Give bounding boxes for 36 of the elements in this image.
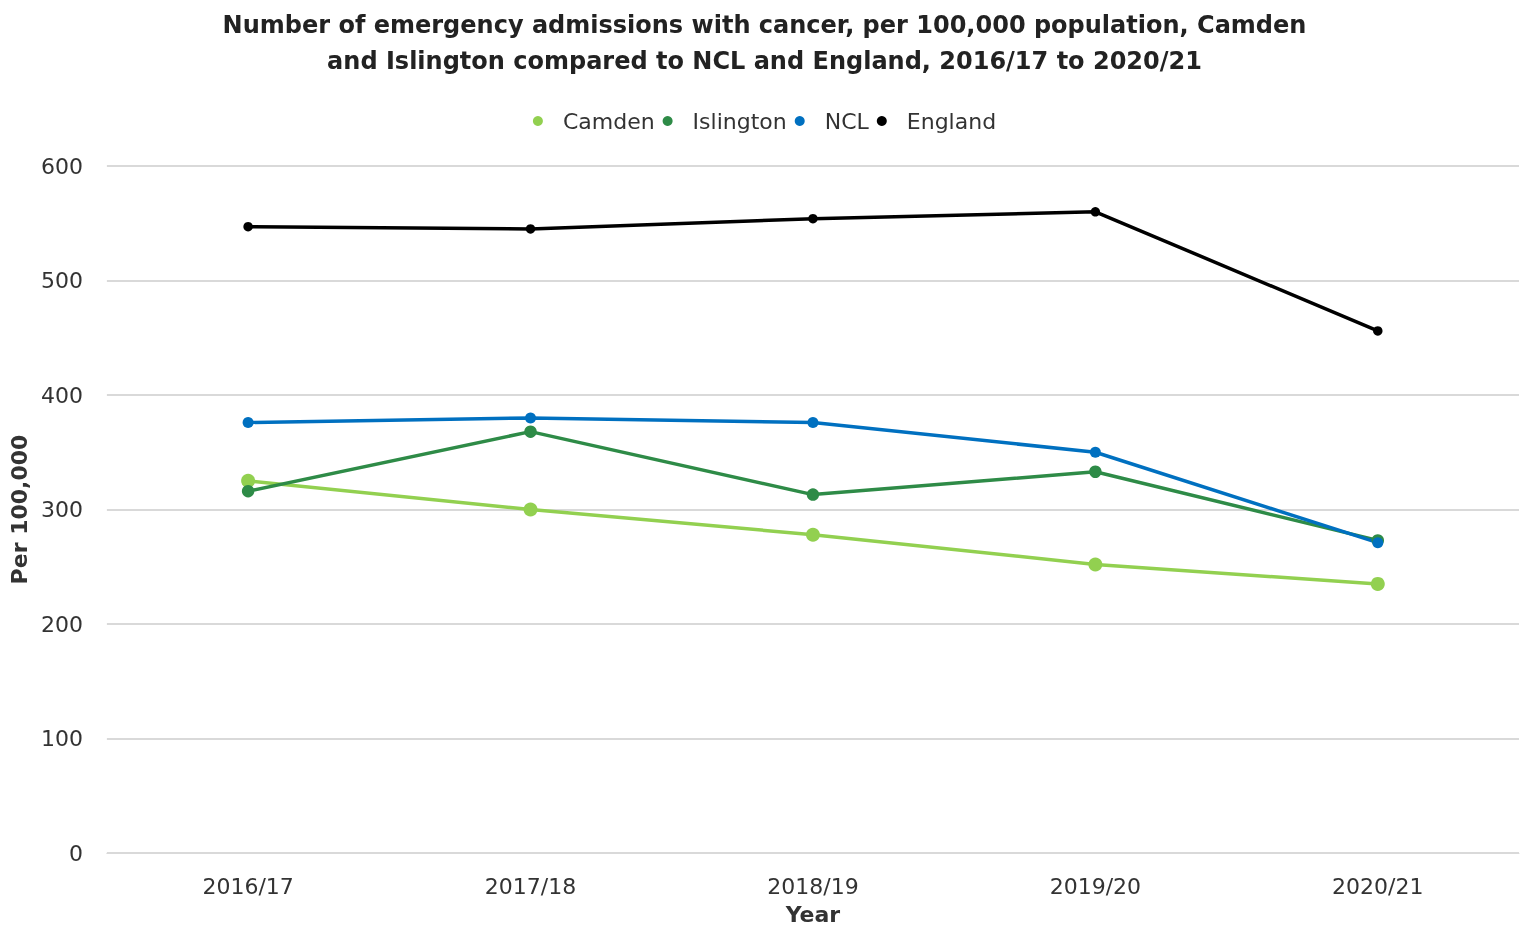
point [525,224,536,234]
legend-label: England [906,108,997,134]
point [241,484,255,498]
y-tick-label: 200 [40,611,83,637]
point [807,416,819,428]
y-tick-label: 600 [40,153,83,179]
y-axis-title: Per 100,000 [6,434,32,585]
x-axis-title: Year [784,901,841,927]
point [1088,557,1103,572]
y-tick-label: 100 [40,726,83,751]
x-tick-label: 2018/19 [767,873,859,899]
point [523,502,538,517]
point [806,488,820,501]
point [1089,446,1101,458]
point [1370,576,1385,591]
x-tick-label: 2017/18 [484,873,577,899]
chart-title: Number of emergency admissions with cancer, per 100,000 population, Camden and Islington compared to NCL and England, 2016/17 to 2020/21 [222,11,1307,75]
legend-label: Islington [692,108,787,134]
point [524,425,537,438]
y-tick-label: 400 [40,382,83,408]
x-tick-label: 2019/20 [1049,873,1142,899]
y-tick-label: 0 [68,840,83,866]
point [242,416,254,428]
point [1089,465,1102,478]
point [243,221,253,232]
legend-label: Camden [562,108,655,134]
point [1373,326,1383,336]
y-tick-label: 500 [40,268,83,293]
y-tick-label: 300 [40,497,83,522]
legend-label: NCL [824,108,870,134]
point [805,527,820,542]
point [1090,207,1101,217]
point [808,213,818,224]
x-tick-label: 2020/21 [1332,873,1424,899]
x-tick-label: 2016/17 [202,873,294,899]
point [525,412,537,424]
